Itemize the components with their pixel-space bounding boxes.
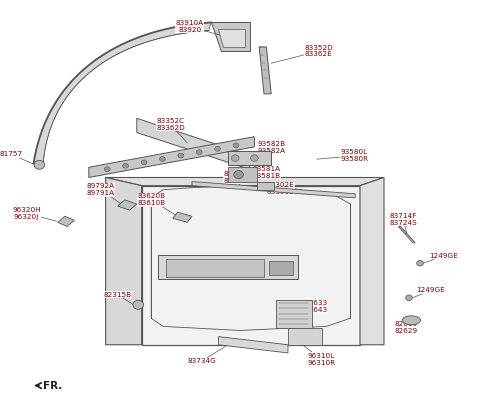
- Polygon shape: [211, 22, 250, 51]
- Circle shape: [104, 167, 110, 172]
- Text: 83714F
83724S: 83714F 83724S: [389, 213, 417, 233]
- Text: 96310L
96310R: 96310L 96310R: [302, 345, 336, 366]
- Circle shape: [133, 300, 144, 309]
- Text: 93633
93643: 93633 93643: [293, 300, 328, 313]
- Text: 1249GE: 1249GE: [423, 253, 458, 263]
- Polygon shape: [360, 177, 384, 345]
- Circle shape: [123, 163, 129, 168]
- Polygon shape: [228, 167, 257, 182]
- Circle shape: [417, 260, 423, 266]
- Circle shape: [196, 150, 202, 155]
- Text: 1249GE: 1249GE: [412, 288, 445, 298]
- Text: 93581A
93581B: 93581A 93581B: [242, 166, 280, 179]
- Circle shape: [231, 155, 239, 162]
- Polygon shape: [89, 137, 254, 177]
- Circle shape: [406, 295, 412, 301]
- Polygon shape: [257, 182, 274, 190]
- Text: 83910A
83920: 83910A 83920: [176, 20, 226, 37]
- Text: 93582B
93582A: 93582B 93582A: [247, 141, 285, 157]
- Text: 82315B: 82315B: [104, 292, 133, 305]
- Polygon shape: [218, 29, 245, 47]
- Text: 96320H
96320J: 96320H 96320J: [12, 207, 57, 221]
- Polygon shape: [58, 216, 74, 226]
- Text: FR.: FR.: [43, 381, 62, 390]
- Polygon shape: [137, 118, 250, 169]
- Ellipse shape: [402, 316, 420, 325]
- Polygon shape: [218, 337, 288, 353]
- Polygon shape: [158, 255, 298, 279]
- Text: 81757: 81757: [0, 151, 35, 165]
- Circle shape: [34, 160, 45, 169]
- Polygon shape: [259, 47, 271, 94]
- Circle shape: [233, 143, 239, 148]
- Circle shape: [159, 157, 165, 162]
- Circle shape: [234, 171, 243, 179]
- Text: 83352C
83362D: 83352C 83362D: [156, 118, 187, 143]
- Circle shape: [178, 153, 184, 158]
- Polygon shape: [276, 300, 312, 328]
- Polygon shape: [166, 259, 264, 277]
- Polygon shape: [173, 212, 192, 222]
- Circle shape: [141, 160, 147, 165]
- Polygon shape: [398, 226, 415, 243]
- Text: 82619
82629: 82619 82629: [395, 320, 418, 334]
- Text: 83620B
83610B: 83620B 83610B: [137, 193, 178, 216]
- Circle shape: [251, 155, 258, 162]
- Polygon shape: [142, 186, 360, 345]
- Polygon shape: [269, 261, 293, 275]
- Polygon shape: [192, 182, 355, 198]
- Polygon shape: [106, 177, 384, 186]
- Polygon shape: [106, 177, 142, 345]
- Polygon shape: [228, 151, 271, 165]
- Text: 83734G: 83734G: [187, 345, 228, 364]
- Circle shape: [215, 146, 220, 151]
- Polygon shape: [288, 328, 322, 345]
- Text: 83302E
83301E: 83302E 83301E: [266, 182, 295, 195]
- Polygon shape: [118, 200, 137, 210]
- Text: 83352D
83362E: 83352D 83362E: [271, 44, 334, 63]
- Text: 89792A
89791A: 89792A 89791A: [87, 183, 122, 205]
- Text: 93580L
93580R: 93580L 93580R: [317, 149, 369, 162]
- Text: 83241
83231: 83241 83231: [224, 171, 247, 186]
- Polygon shape: [34, 22, 211, 163]
